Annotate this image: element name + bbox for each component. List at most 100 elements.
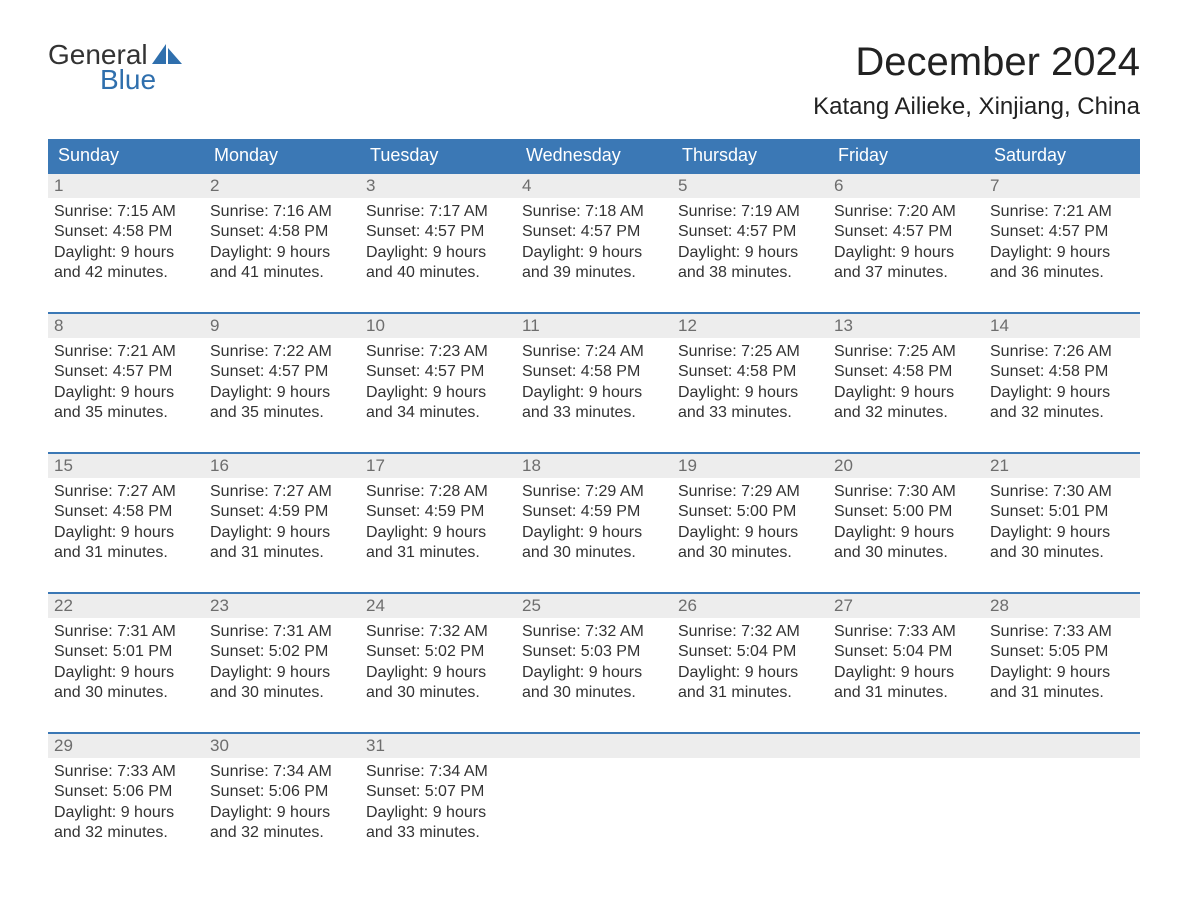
week-row: 15Sunrise: 7:27 AMSunset: 4:58 PMDayligh…: [48, 452, 1140, 572]
sunrise-line: Sunrise: 7:34 AM: [366, 762, 510, 782]
day-cell: 4 Sunrise: 7:18 AMSunset: 4:57 PMDaylight…: [516, 174, 672, 292]
daylight-line: Daylight: 9 hours and 31 minutes.: [678, 663, 822, 704]
sunset-line: Sunset: 5:01 PM: [990, 502, 1134, 522]
day-cell: 21Sunrise: 7:30 AMSunset: 5:01 PMDayligh…: [984, 454, 1140, 572]
day-cell: 15Sunrise: 7:27 AMSunset: 4:58 PMDayligh…: [48, 454, 204, 572]
weekday-header: Friday: [828, 139, 984, 172]
day-number: 5: [672, 174, 828, 198]
sunrise-line: Sunrise: 7:22 AM: [210, 342, 354, 362]
weekday-header: Tuesday: [360, 139, 516, 172]
sunrise-line: Sunrise: 7:26 AM: [990, 342, 1134, 362]
day-details: Sunrise: 7:27 AMSunset: 4:59 PMDaylight:…: [204, 478, 360, 564]
sunrise-line: Sunrise: 7:32 AM: [366, 622, 510, 642]
day-cell: 7Sunrise: 7:21 AMSunset: 4:57 PMDaylight…: [984, 174, 1140, 292]
day-number: 1: [48, 174, 204, 198]
daylight-line: Daylight: 9 hours and 32 minutes.: [990, 383, 1134, 424]
day-details: Sunrise: 7:30 AMSunset: 5:00 PMDaylight:…: [828, 478, 984, 564]
week-row: 1Sunrise: 7:15 AMSunset: 4:58 PMDaylight…: [48, 172, 1140, 292]
day-cell: 20Sunrise: 7:30 AMSunset: 5:00 PMDayligh…: [828, 454, 984, 572]
sunrise-line: Sunrise: 7:31 AM: [54, 622, 198, 642]
sunrise-line: Sunrise: 7:20 AM: [834, 202, 978, 222]
day-details: Sunrise: 7:19 AMSunset: 4:57 PMDaylight:…: [672, 198, 828, 284]
day-details: Sunrise: 7:31 AMSunset: 5:01 PMDaylight:…: [48, 618, 204, 704]
day-cell: [516, 734, 672, 852]
month-title: December 2024: [813, 40, 1140, 85]
sunset-line: Sunset: 4:57 PM: [210, 362, 354, 382]
sunrise-line: Sunrise: 7:33 AM: [834, 622, 978, 642]
day-number: 9: [204, 314, 360, 338]
day-details: Sunrise: 7:33 AMSunset: 5:04 PMDaylight:…: [828, 618, 984, 704]
day-cell: 28Sunrise: 7:33 AMSunset: 5:05 PMDayligh…: [984, 594, 1140, 712]
sunset-line: Sunset: 4:59 PM: [366, 502, 510, 522]
day-details: Sunrise: 7:17 AMSunset: 4:57 PMDaylight:…: [360, 198, 516, 284]
sunset-line: Sunset: 4:57 PM: [366, 222, 510, 242]
sunset-line: Sunset: 4:58 PM: [834, 362, 978, 382]
daylight-line: Daylight: 9 hours and 38 minutes.: [678, 243, 822, 284]
daylight-line: Daylight: 9 hours and 32 minutes.: [54, 803, 198, 844]
sunset-line: Sunset: 4:58 PM: [54, 222, 198, 242]
sunrise-line: Sunrise: 7:28 AM: [366, 482, 510, 502]
sunrise-line: Sunrise: 7:18 AM: [522, 202, 666, 222]
sunset-line: Sunset: 5:02 PM: [366, 642, 510, 662]
day-number: 28: [984, 594, 1140, 618]
day-cell: 31Sunrise: 7:34 AMSunset: 5:07 PMDayligh…: [360, 734, 516, 852]
day-cell: 25Sunrise: 7:32 AMSunset: 5:03 PMDayligh…: [516, 594, 672, 712]
daylight-line: Daylight: 9 hours and 34 minutes.: [366, 383, 510, 424]
sunrise-line: Sunrise: 7:32 AM: [678, 622, 822, 642]
sunset-line: Sunset: 5:03 PM: [522, 642, 666, 662]
day-details: Sunrise: 7:21 AMSunset: 4:57 PMDaylight:…: [48, 338, 204, 424]
day-number: [672, 734, 828, 758]
daylight-line: Daylight: 9 hours and 31 minutes.: [834, 663, 978, 704]
day-details: Sunrise: 7:23 AMSunset: 4:57 PMDaylight:…: [360, 338, 516, 424]
day-number: [828, 734, 984, 758]
daylight-line: Daylight: 9 hours and 33 minutes.: [678, 383, 822, 424]
day-number: 11: [516, 314, 672, 338]
sunrise-line: Sunrise: 7:25 AM: [678, 342, 822, 362]
sunset-line: Sunset: 4:57 PM: [834, 222, 978, 242]
day-number: 4: [516, 174, 672, 198]
day-cell: 24Sunrise: 7:32 AMSunset: 5:02 PMDayligh…: [360, 594, 516, 712]
daylight-line: Daylight: 9 hours and 32 minutes.: [210, 803, 354, 844]
sunrise-line: Sunrise: 7:29 AM: [678, 482, 822, 502]
day-number: 8: [48, 314, 204, 338]
sunset-line: Sunset: 4:59 PM: [522, 502, 666, 522]
day-cell: 10Sunrise: 7:23 AMSunset: 4:57 PMDayligh…: [360, 314, 516, 432]
daylight-line: Daylight: 9 hours and 39 minutes.: [522, 243, 666, 284]
day-cell: 13Sunrise: 7:25 AMSunset: 4:58 PMDayligh…: [828, 314, 984, 432]
day-details: Sunrise: 7:15 AMSunset: 4:58 PMDaylight:…: [48, 198, 204, 284]
daylight-line: Daylight: 9 hours and 30 minutes.: [210, 663, 354, 704]
sunrise-line: Sunrise: 7:15 AM: [54, 202, 198, 222]
day-cell: 29Sunrise: 7:33 AMSunset: 5:06 PMDayligh…: [48, 734, 204, 852]
week-row: 29Sunrise: 7:33 AMSunset: 5:06 PMDayligh…: [48, 732, 1140, 852]
daylight-line: Daylight: 9 hours and 30 minutes.: [54, 663, 198, 704]
day-number: 17: [360, 454, 516, 478]
sunset-line: Sunset: 4:59 PM: [210, 502, 354, 522]
sunset-line: Sunset: 4:57 PM: [522, 222, 666, 242]
sunset-line: Sunset: 5:01 PM: [54, 642, 198, 662]
day-number: 20: [828, 454, 984, 478]
daylight-line: Daylight: 9 hours and 33 minutes.: [366, 803, 510, 844]
daylight-line: Daylight: 9 hours and 33 minutes.: [522, 383, 666, 424]
day-cell: [828, 734, 984, 852]
daylight-line: Daylight: 9 hours and 36 minutes.: [990, 243, 1134, 284]
sunrise-line: Sunrise: 7:17 AM: [366, 202, 510, 222]
sunrise-line: Sunrise: 7:30 AM: [990, 482, 1134, 502]
sunset-line: Sunset: 4:58 PM: [210, 222, 354, 242]
day-number: 22: [48, 594, 204, 618]
daylight-line: Daylight: 9 hours and 30 minutes.: [522, 663, 666, 704]
day-cell: 18Sunrise: 7:29 AMSunset: 4:59 PMDayligh…: [516, 454, 672, 572]
sunrise-line: Sunrise: 7:21 AM: [990, 202, 1134, 222]
day-cell: 16Sunrise: 7:27 AMSunset: 4:59 PMDayligh…: [204, 454, 360, 572]
sunset-line: Sunset: 4:58 PM: [990, 362, 1134, 382]
weekday-header: Saturday: [984, 139, 1140, 172]
day-number: 18: [516, 454, 672, 478]
sunrise-line: Sunrise: 7:31 AM: [210, 622, 354, 642]
day-number: 31: [360, 734, 516, 758]
day-number: 19: [672, 454, 828, 478]
day-details: Sunrise: 7:32 AMSunset: 5:04 PMDaylight:…: [672, 618, 828, 704]
daylight-line: Daylight: 9 hours and 35 minutes.: [54, 383, 198, 424]
title-block: December 2024 Katang Ailieke, Xinjiang, …: [813, 40, 1140, 121]
daylight-line: Daylight: 9 hours and 30 minutes.: [678, 523, 822, 564]
weekday-header: Wednesday: [516, 139, 672, 172]
day-number: 7: [984, 174, 1140, 198]
